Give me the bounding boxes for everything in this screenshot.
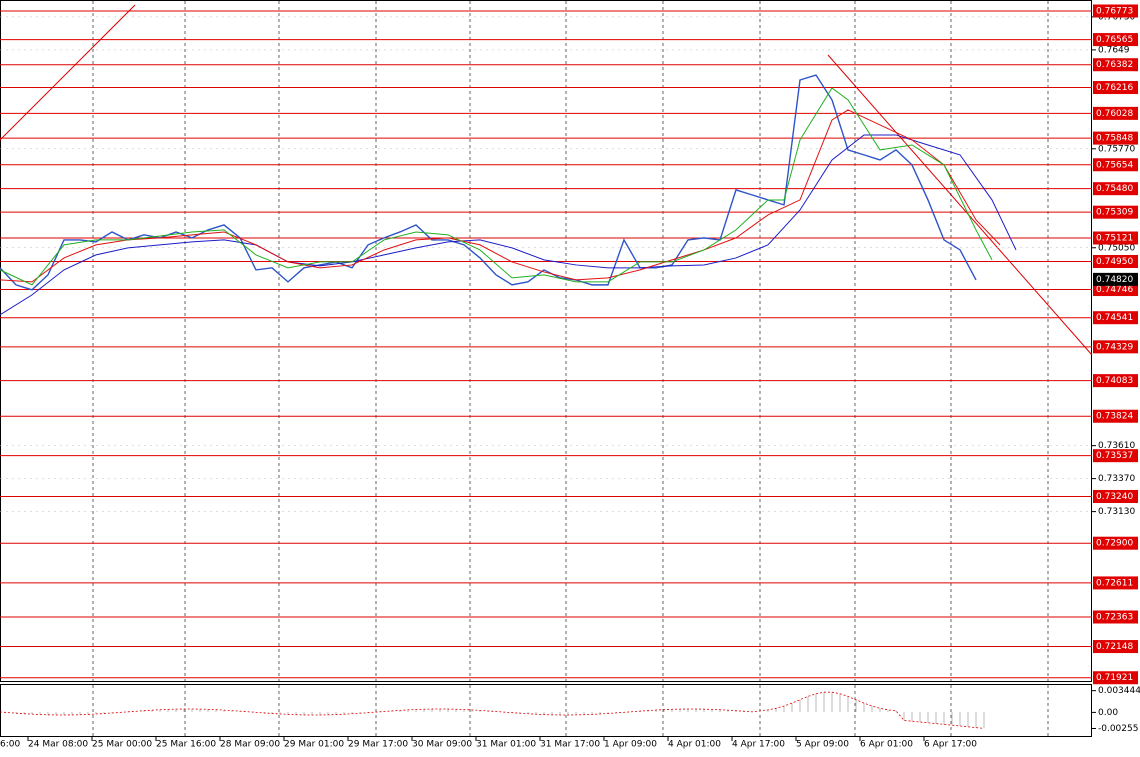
trend-line bbox=[0, 4, 136, 141]
level-label: 0.74746 bbox=[1096, 285, 1133, 295]
y-tick-label: 0.73130 bbox=[1098, 507, 1135, 517]
level-label: 0.72148 bbox=[1096, 642, 1133, 652]
level-label: 0.76382 bbox=[1096, 60, 1133, 70]
level-label-box bbox=[1093, 489, 1138, 503]
level-label: 0.74950 bbox=[1096, 257, 1133, 267]
level-label: 0.75480 bbox=[1096, 184, 1133, 194]
level-label-box bbox=[1093, 536, 1138, 550]
current-price-box bbox=[1093, 272, 1138, 286]
indicator-tick-label: 0.00 bbox=[1098, 708, 1118, 718]
trend-line bbox=[827, 54, 1093, 356]
x-tick-label: 29 Mar 17:00 bbox=[348, 740, 408, 750]
y-tick-label: 0.73610 bbox=[1098, 441, 1135, 451]
level-label: 0.72363 bbox=[1096, 613, 1133, 623]
series-line bbox=[0, 109, 1001, 283]
x-tick-label: 30 Mar 09:00 bbox=[412, 740, 472, 750]
level-label: 0.75848 bbox=[1096, 134, 1133, 144]
x-tick-label: 25 Mar 00:00 bbox=[92, 740, 152, 750]
level-label: 0.71921 bbox=[1096, 673, 1133, 683]
level-label: 0.75654 bbox=[1096, 160, 1133, 170]
vertical-grid bbox=[92, 1, 1049, 736]
x-tick-label: 31 Mar 01:00 bbox=[476, 740, 536, 750]
x-tick-label: 24 Mar 08:00 bbox=[28, 740, 88, 750]
series-line bbox=[0, 134, 1017, 316]
x-tick-label: 6:00 bbox=[0, 740, 20, 750]
current-price-label: 0.74820 bbox=[1096, 275, 1133, 285]
level-label: 0.72900 bbox=[1096, 539, 1133, 549]
level-label-box bbox=[1093, 4, 1138, 18]
indicator-panel bbox=[0, 684, 1092, 737]
x-tick-label: 1 Apr 09:00 bbox=[604, 740, 657, 750]
series-line bbox=[0, 74, 977, 291]
level-label-box bbox=[1093, 158, 1138, 172]
indicator-line bbox=[0, 691, 985, 729]
level-label-box bbox=[1093, 231, 1138, 245]
level-label-box bbox=[1093, 58, 1138, 72]
level-label: 0.73240 bbox=[1096, 492, 1133, 502]
level-label: 0.76773 bbox=[1096, 6, 1133, 16]
level-label-box bbox=[1093, 576, 1138, 590]
level-label-box bbox=[1093, 409, 1138, 423]
level-label-box bbox=[1093, 283, 1138, 297]
x-tick-label: 5 Apr 09:00 bbox=[796, 740, 849, 750]
y-tick-label: 0.75050 bbox=[1098, 243, 1135, 253]
level-label: 0.75121 bbox=[1096, 234, 1133, 244]
level-label: 0.76565 bbox=[1096, 35, 1133, 45]
level-label-box bbox=[1093, 374, 1138, 388]
level-label-box bbox=[1093, 340, 1138, 354]
level-label-box bbox=[1093, 610, 1138, 624]
x-tick-label: 29 Mar 01:00 bbox=[284, 740, 344, 750]
level-label-box bbox=[1093, 182, 1138, 196]
level-label-box bbox=[1093, 449, 1138, 463]
y-tick-label: 0.73370 bbox=[1098, 474, 1135, 484]
indicator-decoration bbox=[0, 691, 985, 729]
level-label-box bbox=[1093, 311, 1138, 325]
level-label-box bbox=[1093, 255, 1138, 269]
level-label: 0.75309 bbox=[1096, 208, 1133, 218]
level-label-box bbox=[1093, 33, 1138, 47]
x-tick-label: 6 Apr 17:00 bbox=[924, 740, 977, 750]
level-label-box bbox=[1093, 106, 1138, 120]
indicator-tick-label: 0.003444 bbox=[1098, 686, 1140, 696]
level-label-box bbox=[1093, 671, 1138, 685]
x-tick-label: 4 Apr 17:00 bbox=[732, 740, 785, 750]
level-label: 0.74083 bbox=[1096, 376, 1133, 386]
level-label: 0.74329 bbox=[1096, 342, 1133, 352]
level-label: 0.72611 bbox=[1096, 578, 1133, 588]
level-label-box bbox=[1093, 81, 1138, 95]
x-tick-label: 31 Mar 17:00 bbox=[540, 740, 600, 750]
level-label: 0.76216 bbox=[1096, 83, 1133, 93]
x-tick-label: 28 Mar 09:00 bbox=[220, 740, 280, 750]
y-tick-label: 0.7649 bbox=[1098, 45, 1130, 55]
level-label-box bbox=[1093, 131, 1138, 145]
level-label: 0.73537 bbox=[1096, 451, 1133, 461]
level-label: 0.74541 bbox=[1096, 313, 1133, 323]
x-tick-label: 4 Apr 01:00 bbox=[668, 740, 721, 750]
x-tick-label: 6 Apr 01:00 bbox=[860, 740, 913, 750]
level-label-box bbox=[1093, 640, 1138, 654]
indicator-tick-label: -0.00255 bbox=[1098, 724, 1138, 734]
series-line bbox=[0, 87, 993, 286]
level-label: 0.76028 bbox=[1096, 109, 1133, 119]
level-label-box bbox=[1093, 205, 1138, 219]
level-label: 0.73824 bbox=[1096, 412, 1133, 422]
x-tick-label: 25 Mar 16:00 bbox=[156, 740, 216, 750]
y-tick-label: 0.75770 bbox=[1098, 144, 1135, 154]
main-panel bbox=[0, 0, 1092, 682]
